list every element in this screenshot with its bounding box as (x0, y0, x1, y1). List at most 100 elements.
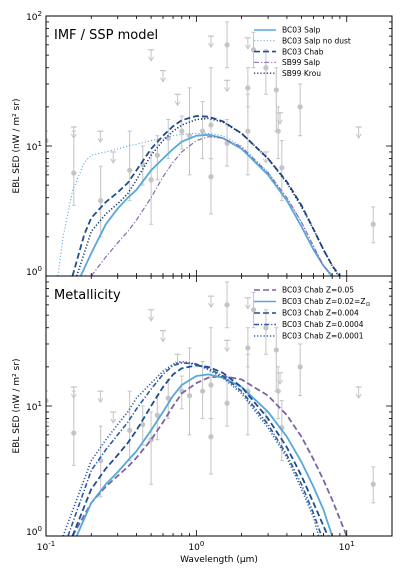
obs-point (263, 325, 269, 331)
obs-point (186, 133, 193, 139)
legend-label: BC03 Salp (282, 26, 321, 35)
obs-limit-arrow (110, 418, 117, 424)
obs-point (208, 122, 214, 128)
obs-point (148, 177, 154, 183)
obs-point (370, 481, 376, 487)
series-line-2 (57, 132, 331, 276)
obs-limit-arrow (97, 397, 104, 404)
legend-label: BC03 Chab Z=0.05 (282, 286, 354, 295)
obs-point (98, 198, 104, 204)
x-tick-label: 101 (339, 540, 355, 553)
model-curves (57, 115, 341, 276)
legend-label: SB99 Krou (282, 69, 321, 78)
obs-limit-arrow (160, 77, 166, 83)
series-line-5 (62, 360, 320, 536)
series-line-3 (71, 364, 329, 536)
axis-ticks (45, 15, 393, 277)
obs-limit-arrow (174, 101, 181, 107)
obs-point (71, 430, 77, 436)
y-tick-label: 100 (26, 265, 42, 278)
obs-point (208, 382, 214, 388)
y-tick-label: 100 (26, 525, 42, 538)
obs-limit-arrow (355, 393, 362, 399)
legend-label: BC03 Chab Z=0.0001 (282, 332, 364, 341)
obs-limit-arrow (355, 133, 362, 139)
obs-point (154, 412, 160, 418)
obs-limit-arrow (244, 304, 251, 310)
obs-limit-arrow (46, 428, 49, 435)
y-tick-label: 101 (26, 140, 42, 153)
model-curves (62, 360, 348, 536)
obs-point (263, 65, 269, 71)
obs-point (275, 388, 281, 394)
obs-limit-arrow (160, 337, 166, 343)
obs-limit-arrow (208, 302, 214, 309)
obs-limit-arrow (148, 316, 155, 322)
series-line-1 (79, 133, 333, 276)
obs-point (250, 307, 257, 313)
panel-imf-ssp: 100 101 102 EBL SED (nW / m² sr) IMF / SSP m… (12, 10, 393, 278)
obs-point (208, 174, 214, 180)
legend-label: SB99 Salp (282, 58, 320, 67)
series-line-4 (67, 361, 323, 536)
series-line-2 (75, 373, 334, 536)
panel-title: Metallicity (54, 288, 121, 303)
legend-label: BC03 Chab Z=0.0004 (282, 320, 364, 329)
obs-point (273, 347, 279, 353)
series-line-4 (90, 136, 333, 276)
obs-limit-arrow (46, 168, 49, 175)
obs-point (275, 128, 281, 134)
x-axis-label: Wavelength (μm) (180, 555, 258, 565)
panel-metallicity: 100 101 10-1 100 101 EBL SED (nW / m² sr) Wave… (12, 275, 393, 565)
obs-point (127, 167, 133, 173)
obs-point (127, 427, 133, 433)
obs-point (186, 393, 193, 399)
obs-limit-arrow (148, 56, 155, 62)
obs-point (297, 364, 303, 370)
series-line-5 (75, 117, 340, 276)
obs-point (154, 152, 160, 158)
obs-point (297, 104, 303, 110)
obs-limit-arrow (262, 158, 269, 164)
obs-limit-arrow (70, 393, 77, 399)
y-axis-label: EBL SED (nW / m² sr) (12, 99, 22, 194)
obs-point (370, 221, 376, 227)
plot-frame (45, 15, 393, 277)
obs-point (224, 302, 230, 308)
obs-point (245, 345, 251, 351)
obs-point (179, 128, 185, 134)
y-tick-label: 101 (26, 400, 42, 413)
obs-limit-arrow (224, 87, 230, 93)
obs-limit-arrow (208, 42, 214, 49)
obs-point (165, 395, 171, 401)
x-tick-label: 100 (188, 540, 204, 553)
obs-limit-arrow (224, 347, 230, 353)
series-line-1 (71, 375, 348, 536)
obs-point (245, 128, 251, 134)
obs-point (199, 128, 206, 134)
obs-point (224, 400, 230, 406)
obs-limit-arrow (97, 137, 104, 144)
obs-limit-arrow (110, 158, 117, 164)
legend-label: BC03 Chab Z=0.004 (282, 309, 359, 318)
obs-point (46, 138, 49, 144)
obs-point (245, 85, 251, 91)
obs-point (224, 42, 230, 48)
observation-points (46, 21, 376, 244)
obs-limit-arrow (70, 133, 77, 139)
legend-label: BC03 Chab Z=0.02=Z⊙ (282, 297, 370, 308)
y-axis-label: EBL SED (nW / m² sr) (12, 359, 22, 454)
legend-label: BC03 Salp no dust (282, 37, 351, 46)
obs-limit-arrow (244, 44, 251, 50)
obs-point (199, 388, 206, 394)
obs-point (279, 165, 285, 171)
series-line-3 (71, 115, 341, 276)
panel-title: IMF / SSP model (54, 28, 158, 43)
obs-point (46, 398, 49, 404)
obs-point (273, 87, 279, 93)
y-tick-label: 102 (26, 10, 42, 23)
obs-point (140, 421, 146, 428)
obs-limit-arrow (277, 379, 283, 385)
